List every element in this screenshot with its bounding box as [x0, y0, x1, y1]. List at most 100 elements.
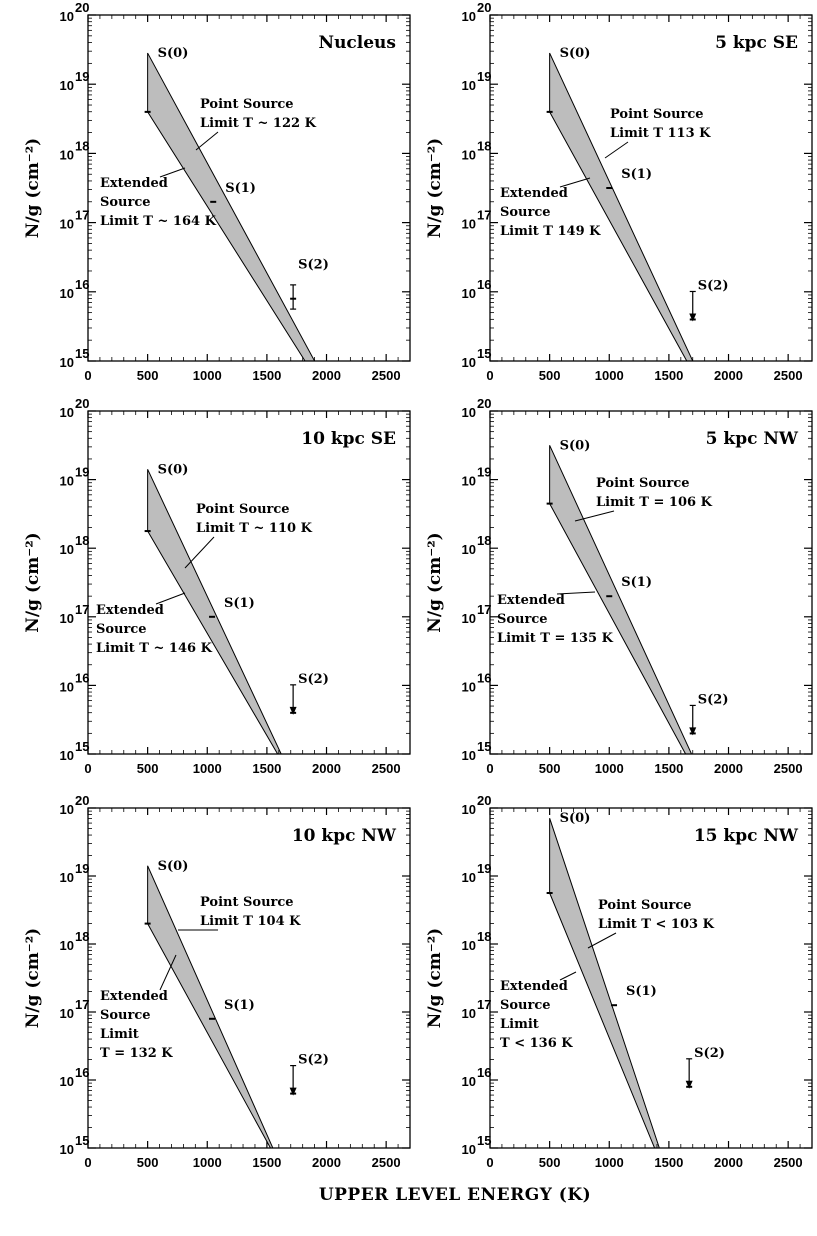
extended-source-annotation: Extended: [100, 989, 168, 1004]
extended-source-annotation: Extended: [100, 176, 168, 191]
point-label-s0: S(0): [560, 46, 591, 61]
y-tick-label: 10: [462, 147, 476, 162]
y-tick-exponent: 15: [477, 1133, 491, 1148]
panel-title: 15 kpc NW: [694, 826, 799, 846]
y-tick-label: 10: [60, 9, 74, 24]
y-tick-exponent: 17: [477, 997, 491, 1012]
x-tick-label: 2500: [372, 761, 401, 776]
y-axis-label: N/g (cm⁻²): [425, 138, 445, 238]
upper-limit-arrowhead: [689, 727, 697, 736]
extended-source-annotation: Limit: [100, 1027, 139, 1042]
extended-source-annotation: Source: [100, 1008, 151, 1023]
point-source-arrow: [574, 510, 615, 522]
y-tick-exponent: 15: [477, 739, 491, 754]
plot-frame: [87, 410, 411, 755]
x-tick-label: 1500: [654, 761, 683, 776]
y-tick-exponent: 15: [75, 1133, 89, 1148]
x-tick-label: 1000: [595, 368, 624, 383]
point-label-s1: S(1): [621, 575, 652, 590]
panel-5: 0 500 1000 1500 2000 250010151016101710181019…: [23, 793, 411, 1170]
point-source-annotation: Limit T ~ 122 K: [200, 116, 317, 131]
y-tick-exponent: 18: [477, 929, 491, 944]
panel-6: 0 500 1000 1500 2000 250010151016101710181019…: [425, 793, 813, 1170]
y-axis-label: N/g (cm⁻²): [23, 928, 43, 1028]
temperature-band: [549, 445, 693, 754]
y-tick-exponent: 18: [477, 138, 491, 153]
x-tick-label: 1000: [193, 1155, 222, 1170]
panel-title: 5 kpc SE: [715, 33, 798, 53]
y-tick-exponent: 16: [477, 277, 491, 292]
x-tick-label: 1000: [193, 761, 222, 776]
y-tick-exponent: 15: [75, 346, 89, 361]
y-tick-label: 10: [60, 405, 74, 420]
x-tick-label: 500: [539, 1155, 561, 1170]
x-tick-label: 1000: [193, 368, 222, 383]
x-tick-label: 500: [539, 761, 561, 776]
point-source-annotation: Point Source: [196, 502, 290, 517]
y-tick-label: 10: [462, 405, 476, 420]
x-tick-label: 500: [137, 761, 159, 776]
y-tick-label: 10: [462, 78, 476, 93]
point-source-annotation: Limit T 104 K: [200, 914, 301, 929]
panel-1: 0 500 1000 1500 2000 250010151016101710181019…: [23, 0, 411, 383]
y-tick-exponent: 18: [75, 533, 89, 548]
panel-title: 5 kpc NW: [706, 429, 799, 449]
y-tick-label: 10: [60, 1006, 74, 1021]
extended-source-annotation: Source: [500, 998, 551, 1013]
y-tick-exponent: 18: [477, 533, 491, 548]
extended-source-annotation: Limit T ~ 146 K: [96, 641, 213, 656]
point-label-s1: S(1): [224, 596, 255, 611]
y-tick-label: 10: [60, 147, 74, 162]
y-tick-exponent: 16: [75, 277, 89, 292]
y-tick-exponent: 17: [477, 602, 491, 617]
y-tick-exponent: 20: [75, 793, 89, 808]
y-tick-label: 10: [462, 217, 476, 232]
x-tick-label: 2000: [312, 1155, 341, 1170]
y-tick-label: 10: [60, 611, 74, 626]
y-tick-exponent: 18: [75, 929, 89, 944]
x-tick-label: 0: [486, 368, 493, 383]
y-tick-exponent: 20: [477, 793, 491, 808]
point-source-annotation: Limit T 113 K: [610, 126, 711, 141]
y-tick-label: 10: [60, 78, 74, 93]
extended-source-annotation: T < 136 K: [500, 1036, 573, 1051]
x-tick-label: 2500: [774, 368, 803, 383]
point-source-annotation: Point Source: [596, 476, 690, 491]
panel-title: 10 kpc NW: [292, 826, 397, 846]
temperature-band: [147, 52, 316, 361]
x-tick-label: 0: [486, 1155, 493, 1170]
plot-frame: [87, 14, 411, 362]
extended-source-annotation: Limit: [500, 1017, 539, 1032]
y-tick-exponent: 16: [75, 1065, 89, 1080]
y-tick-label: 10: [60, 679, 74, 694]
y-tick-label: 10: [462, 802, 476, 817]
y-tick-label: 10: [462, 938, 476, 953]
x-tick-label: 1500: [252, 761, 281, 776]
point-source-annotation: Limit T < 103 K: [598, 917, 715, 932]
y-tick-label: 10: [60, 1142, 74, 1157]
y-tick-label: 10: [60, 474, 74, 489]
x-tick-label: 2500: [774, 761, 803, 776]
x-tick-label: 1000: [595, 761, 624, 776]
point-label-s2: S(2): [298, 258, 329, 273]
y-tick-label: 10: [60, 870, 74, 885]
extended-source-annotation: Extended: [96, 603, 164, 618]
y-tick-label: 10: [462, 679, 476, 694]
extended-source-arrow: [155, 592, 186, 605]
plot-frame: [87, 807, 411, 1149]
point-label-s2: S(2): [698, 278, 729, 293]
x-tick-label: 1000: [595, 1155, 624, 1170]
y-tick-exponent: 20: [75, 396, 89, 411]
temperature-band: [147, 469, 282, 754]
extended-source-arrow: [159, 954, 177, 991]
x-tick-label: 500: [137, 368, 159, 383]
y-tick-label: 10: [462, 9, 476, 24]
point-label-s0: S(0): [560, 811, 591, 826]
y-tick-label: 10: [462, 1006, 476, 1021]
x-tick-label: 0: [486, 761, 493, 776]
extended-source-annotation: Limit T 149 K: [500, 224, 601, 239]
x-tick-label: 1500: [654, 368, 683, 383]
y-tick-label: 10: [60, 217, 74, 232]
point-label-s2: S(2): [694, 1046, 725, 1061]
point-label-s1: S(1): [626, 984, 657, 999]
